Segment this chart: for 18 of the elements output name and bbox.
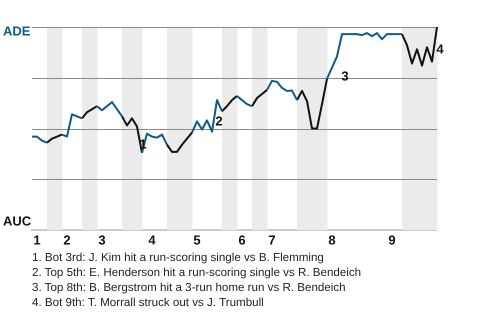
x-tick-label: 4 <box>148 232 156 248</box>
text: 1. Bot 3rd: J. Kim hit a run-scoring single vs B. Flemming <box>32 250 325 265</box>
annotation: 3 <box>341 68 349 84</box>
text: 2. Top 5th: E. Henderson hit a run-scoring single vs R. Bendeich <box>32 265 362 280</box>
x-tick-label: 5 <box>193 232 201 248</box>
x-tick-label: 2 <box>63 232 71 248</box>
annotation: 2 <box>215 114 223 129</box>
x-tick-label: 3 <box>98 232 106 248</box>
x-tick-label: 7 <box>268 232 276 248</box>
text: ADE <box>3 24 31 39</box>
text: 3. Top 8th: B. Bergstrom hit a 3-run home run vs R. Bendeich <box>32 280 347 295</box>
text: 4. Bot 9th: T. Morrall struck out vs J. Trumbull <box>32 295 265 310</box>
x-tick-label: 6 <box>238 232 246 248</box>
annotation: 4 <box>436 42 444 57</box>
x-tick-label: 1 <box>33 232 41 248</box>
x-tick-label: 8 <box>328 232 336 248</box>
x-tick-label: 9 <box>388 232 396 248</box>
text: AUC <box>3 214 32 229</box>
